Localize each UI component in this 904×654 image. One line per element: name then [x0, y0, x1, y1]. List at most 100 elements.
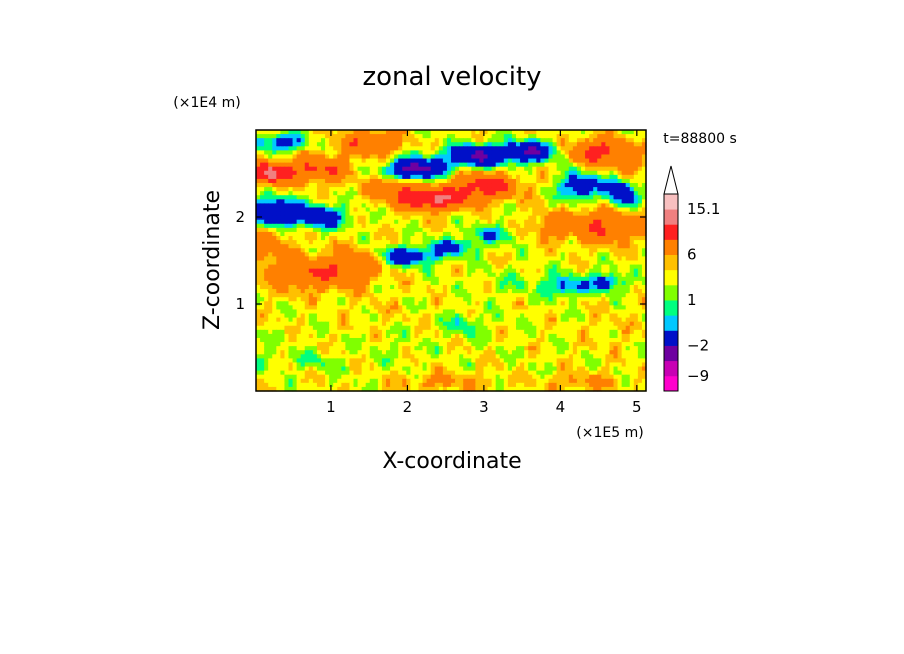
heatmap-cell	[601, 276, 606, 282]
heatmap-cell	[495, 191, 501, 196]
heatmap-cell	[365, 174, 371, 180]
heatmap-cell	[329, 240, 334, 245]
heatmap-cell	[576, 219, 582, 225]
heatmap-cell	[308, 178, 314, 184]
heatmap-cell	[479, 289, 485, 294]
heatmap-cell	[394, 207, 399, 213]
heatmap-cell	[556, 203, 562, 209]
heatmap-cell	[459, 178, 464, 184]
heatmap-cell	[390, 272, 395, 278]
heatmap-cell	[288, 170, 294, 176]
heatmap-cell	[422, 264, 428, 270]
heatmap-cell	[475, 219, 481, 225]
heatmap-cell	[491, 244, 497, 249]
heatmap-cell	[475, 289, 481, 294]
heatmap-cell	[280, 187, 286, 192]
heatmap-cell	[280, 240, 286, 245]
heatmap-cell	[487, 329, 493, 335]
heatmap-cell	[386, 187, 391, 192]
heatmap-cell	[321, 280, 326, 286]
heatmap-cell	[581, 231, 586, 237]
heatmap-cell	[629, 138, 635, 143]
heatmap-cell	[276, 276, 281, 282]
heatmap-cell	[581, 199, 586, 205]
heatmap-cell	[475, 236, 481, 241]
heatmap-cell	[532, 337, 537, 343]
heatmap-cell	[593, 321, 598, 327]
heatmap-cell	[272, 199, 277, 205]
heatmap-cell	[479, 260, 485, 266]
heatmap-cell	[337, 276, 342, 282]
heatmap-cell	[544, 276, 550, 282]
heatmap-cell	[625, 150, 631, 156]
heatmap-cell	[560, 309, 566, 315]
heatmap-cell	[548, 333, 554, 339]
heatmap-cell	[585, 272, 590, 278]
heatmap-cell	[272, 183, 277, 188]
heatmap-cell	[365, 199, 371, 205]
heatmap-cell	[337, 142, 342, 147]
heatmap-cell	[390, 333, 395, 339]
heatmap-cell	[296, 264, 302, 270]
heatmap-cell	[528, 134, 533, 139]
heatmap-cell	[365, 130, 371, 135]
heatmap-cell	[528, 130, 533, 135]
heatmap-cell	[585, 317, 590, 323]
heatmap-cell	[284, 321, 290, 327]
heatmap-cell	[446, 130, 452, 135]
heatmap-cell	[532, 252, 537, 258]
heatmap-cell	[609, 150, 615, 156]
heatmap-cell	[572, 337, 578, 343]
heatmap-cell	[641, 223, 647, 229]
heatmap-cell	[377, 146, 383, 151]
heatmap-cell	[641, 280, 647, 286]
heatmap-cell	[410, 138, 416, 143]
heatmap-cell	[516, 260, 521, 266]
heatmap-cell	[296, 268, 302, 274]
heatmap-cell	[288, 337, 294, 343]
heatmap-cell	[459, 317, 464, 323]
heatmap-cell	[341, 309, 346, 315]
heatmap-cell	[609, 138, 615, 143]
heatmap-cell	[353, 284, 359, 290]
heatmap-cell	[625, 268, 631, 274]
heatmap-cell	[280, 142, 286, 147]
heatmap-cell	[629, 256, 635, 262]
heatmap-cell	[633, 244, 639, 249]
heatmap-cell	[312, 248, 318, 253]
heatmap-cell	[353, 203, 359, 209]
heatmap-cell	[536, 244, 541, 249]
heatmap-cell	[402, 170, 407, 176]
heatmap-cell	[601, 150, 606, 156]
heatmap-cell	[280, 236, 286, 241]
heatmap-cell	[304, 154, 310, 160]
heatmap-cell	[341, 158, 346, 164]
heatmap-cell	[552, 321, 558, 327]
heatmap-cell	[613, 325, 619, 331]
heatmap-cell	[556, 240, 562, 245]
heatmap-cell	[369, 174, 375, 180]
heatmap-cell	[629, 215, 635, 221]
heatmap-cell	[560, 166, 566, 172]
heatmap-cell	[268, 240, 273, 245]
heatmap-cell	[613, 195, 619, 200]
heatmap-cell	[402, 272, 407, 278]
heatmap-cell	[641, 256, 647, 262]
heatmap-cell	[581, 317, 586, 323]
heatmap-cell	[560, 329, 566, 335]
heatmap-cell	[548, 170, 554, 176]
heatmap-cell	[548, 130, 554, 135]
heatmap-cell	[532, 268, 537, 274]
heatmap-cell	[304, 191, 310, 196]
heatmap-cell	[499, 142, 505, 147]
heatmap-cell	[483, 297, 489, 302]
heatmap-cell	[507, 146, 513, 151]
heatmap-cell	[316, 178, 322, 184]
heatmap-cell	[377, 215, 383, 221]
heatmap-cell	[296, 183, 302, 188]
heatmap-cell	[451, 199, 456, 205]
heatmap-cell	[337, 130, 342, 135]
heatmap-cell	[316, 264, 322, 270]
heatmap-cell	[637, 199, 643, 205]
heatmap-cell	[576, 223, 582, 229]
